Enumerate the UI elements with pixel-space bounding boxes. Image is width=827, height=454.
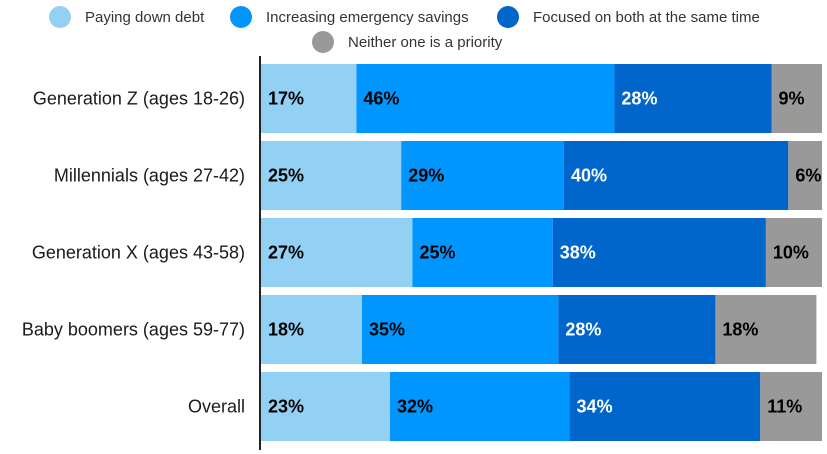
bar-neither-one-is-a-priority-baby-boomers-ages-59-77 <box>715 295 817 364</box>
data-label-focused-on-both-at-the-same-time-overall: 34% <box>577 397 613 417</box>
legend-label-neither-one-is-a-priority: Neither one is a priority <box>348 34 503 51</box>
data-label-paying-down-debt-generation-z-ages-18-26: 17% <box>268 89 304 109</box>
bar-increasing-emergency-savings-millennials-ages-27-42 <box>401 141 564 210</box>
legend-swatch-increasing-emergency-savings <box>230 6 252 28</box>
category-label-millennials-ages-27-42: Millennials (ages 27-42) <box>54 166 245 186</box>
bar-focused-on-both-at-the-same-time-generation-z-ages-18-26 <box>614 64 772 133</box>
bar-increasing-emergency-savings-baby-boomers-ages-59-77 <box>361 295 559 364</box>
data-label-neither-one-is-a-priority-generation-x-ages-43-58: 10% <box>773 243 809 263</box>
data-label-focused-on-both-at-the-same-time-generation-x-ages-43-58: 38% <box>560 243 596 263</box>
bar-increasing-emergency-savings-generation-z-ages-18-26 <box>356 64 615 133</box>
legend: Paying down debt Increasing emergency sav… <box>49 6 760 53</box>
data-label-increasing-emergency-savings-generation-x-ages-43-58: 25% <box>419 243 455 263</box>
category-labels: Generation Z (ages 18-26) Millennials (ag… <box>22 89 245 417</box>
data-label-neither-one-is-a-priority-overall: 11% <box>767 397 802 417</box>
data-label-paying-down-debt-generation-x-ages-43-58: 27% <box>268 243 304 263</box>
bar-focused-on-both-at-the-same-time-overall <box>569 372 761 441</box>
data-label-increasing-emergency-savings-millennials-ages-27-42: 29% <box>408 166 444 186</box>
legend-label-increasing-emergency-savings: Increasing emergency savings <box>266 9 469 26</box>
bar-neither-one-is-a-priority-generation-z-ages-18-26 <box>771 64 822 133</box>
bar-increasing-emergency-savings-overall <box>390 372 570 441</box>
bar-paying-down-debt-generation-z-ages-18-26 <box>261 64 357 133</box>
category-label-generation-x-ages-43-58: Generation X (ages 43-58) <box>32 243 245 263</box>
bars: 17% 46% 28% 9% 25% 29% 40% 6% 27% 25% 38% 10% 18% 35%… <box>261 64 822 441</box>
data-label-neither-one-is-a-priority-generation-z-ages-18-26: 9% <box>779 89 805 109</box>
bar-focused-on-both-at-the-same-time-millennials-ages-27-42 <box>563 141 789 210</box>
legend-swatch-paying-down-debt <box>49 6 71 28</box>
data-label-focused-on-both-at-the-same-time-generation-z-ages-18-26: 28% <box>621 89 657 109</box>
bar-paying-down-debt-overall <box>261 372 391 441</box>
bar-focused-on-both-at-the-same-time-baby-boomers-ages-59-77 <box>558 295 716 364</box>
category-label-overall: Overall <box>188 397 245 417</box>
category-label-generation-z-ages-18-26: Generation Z (ages 18-26) <box>33 89 245 109</box>
bar-neither-one-is-a-priority-generation-x-ages-43-58 <box>765 218 822 287</box>
data-label-neither-one-is-a-priority-baby-boomers-ages-59-77: 18% <box>722 320 758 340</box>
data-label-neither-one-is-a-priority-millennials-ages-27-42: 6% <box>795 166 821 186</box>
data-label-focused-on-both-at-the-same-time-millennials-ages-27-42: 40% <box>571 166 607 186</box>
legend-label-focused-on-both-at-the-same-time: Focused on both at the same time <box>533 9 760 26</box>
data-label-focused-on-both-at-the-same-time-baby-boomers-ages-59-77: 28% <box>565 320 601 340</box>
data-label-paying-down-debt-overall: 23% <box>268 397 304 417</box>
data-label-paying-down-debt-baby-boomers-ages-59-77: 18% <box>268 320 304 340</box>
bar-increasing-emergency-savings-generation-x-ages-43-58 <box>412 218 553 287</box>
bar-paying-down-debt-millennials-ages-27-42 <box>261 141 402 210</box>
category-label-baby-boomers-ages-59-77: Baby boomers (ages 59-77) <box>22 320 245 340</box>
bar-paying-down-debt-generation-x-ages-43-58 <box>261 218 413 287</box>
legend-swatch-focused-on-both-at-the-same-time <box>497 6 519 28</box>
data-label-increasing-emergency-savings-baby-boomers-ages-59-77: 35% <box>369 320 405 340</box>
legend-swatch-neither-one-is-a-priority <box>312 31 334 53</box>
legend-label-paying-down-debt: Paying down debt <box>85 9 205 26</box>
bar-neither-one-is-a-priority-overall <box>760 372 822 441</box>
data-label-paying-down-debt-millennials-ages-27-42: 25% <box>268 166 304 186</box>
bar-paying-down-debt-baby-boomers-ages-59-77 <box>261 295 362 364</box>
data-label-increasing-emergency-savings-overall: 32% <box>397 397 433 417</box>
bar-neither-one-is-a-priority-millennials-ages-27-42 <box>788 141 822 210</box>
data-label-increasing-emergency-savings-generation-z-ages-18-26: 46% <box>363 89 399 109</box>
bar-focused-on-both-at-the-same-time-generation-x-ages-43-58 <box>552 218 766 287</box>
